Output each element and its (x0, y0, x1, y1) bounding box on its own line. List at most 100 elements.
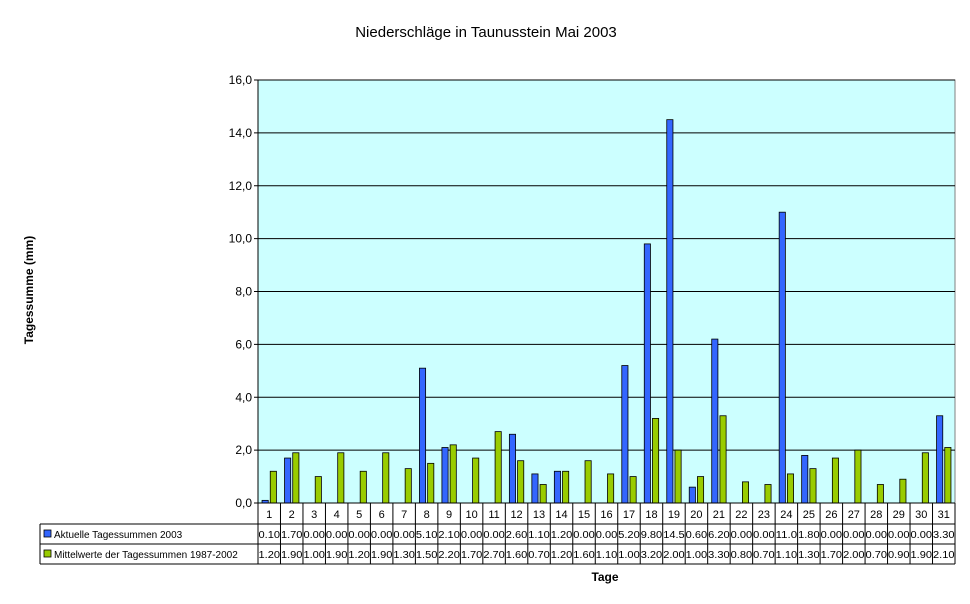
bar-aktuell-2003 (441, 447, 449, 504)
bar-aktuell-2003 (936, 415, 944, 504)
y-tick-label: 10,0 (229, 232, 253, 246)
bar-mittelwert-1987-2002 (809, 468, 817, 504)
x-tick-label: 27 (848, 509, 860, 521)
data-label: 5.20 (618, 530, 640, 541)
x-tick-label: 24 (780, 509, 792, 521)
bar-aktuell-2003 (621, 365, 629, 504)
x-tick-label: 8 (424, 509, 430, 521)
data-label: 2.20 (438, 550, 460, 561)
bar-aktuell-2003 (801, 455, 809, 504)
x-tick-label: 29 (893, 509, 905, 521)
x-tick-label: 9 (446, 509, 452, 521)
bar-mittelwert-1987-2002 (472, 457, 480, 504)
bar-mittelwert-1987-2002 (382, 452, 390, 504)
bar-aktuell-2003 (531, 473, 539, 504)
x-tick-label: 19 (668, 509, 680, 521)
chart-title: Niederschläge in Taunusstein Mai 2003 (355, 24, 617, 41)
data-label: 1.20 (551, 550, 573, 561)
bar-mittelwert-1987-2002 (899, 478, 907, 504)
bar-mittelwert-1987-2002 (539, 484, 547, 504)
x-tick-label: 15 (578, 509, 590, 521)
bar-mittelwert-1987-2002 (292, 452, 300, 504)
data-label: 1.90 (281, 550, 303, 561)
data-label: 0.70 (866, 550, 888, 561)
x-tick-label: 30 (915, 509, 927, 521)
data-label: 2.60 (506, 530, 528, 541)
x-tick-label: 5 (356, 509, 362, 521)
y-tick-label: 12,0 (229, 179, 253, 193)
data-label: 1.10 (776, 550, 798, 561)
x-tick-label: 6 (379, 509, 385, 521)
data-label: 0.00 (461, 530, 483, 541)
bar-mittelwert-1987-2002 (269, 470, 277, 504)
bar-mittelwert-1987-2002 (719, 415, 727, 504)
bar-aktuell-2003 (508, 433, 516, 504)
data-label: 1.60 (573, 550, 595, 561)
bar-mittelwert-1987-2002 (764, 484, 772, 504)
y-tick-label: 4,0 (235, 390, 252, 404)
data-label: 0.00 (843, 530, 865, 541)
x-tick-label: 21 (713, 509, 725, 521)
legend-swatch (43, 549, 52, 558)
data-label: 0.00 (483, 530, 505, 541)
data-label: 1.90 (326, 550, 348, 561)
data-label: 0.00 (393, 530, 415, 541)
data-label: 0.80 (731, 550, 753, 561)
x-tick-label: 7 (401, 509, 407, 521)
bar-aktuell-2003 (284, 457, 292, 504)
bar-mittelwert-1987-2002 (359, 470, 367, 504)
bar-mittelwert-1987-2002 (876, 484, 884, 504)
data-label: 1.20 (551, 530, 573, 541)
x-axis-label: Tage (591, 570, 618, 584)
x-tick-label: 25 (803, 509, 815, 521)
data-label: 0.00 (753, 530, 775, 541)
data-label: 0.00 (348, 530, 370, 541)
x-tick-label: 28 (870, 509, 882, 521)
data-label: 0.70 (753, 550, 775, 561)
data-label: 2.10 (438, 530, 460, 541)
data-label: 11.0 (776, 530, 798, 541)
y-tick-label: 2,0 (235, 443, 252, 457)
x-tick-label: 12 (510, 509, 522, 521)
data-label: 3.30 (933, 530, 955, 541)
x-tick-label: 2 (289, 509, 295, 521)
bar-mittelwert-1987-2002 (629, 476, 637, 504)
data-label: 0.00 (888, 530, 910, 541)
bar-mittelwert-1987-2002 (427, 462, 435, 504)
data-label: 5.10 (416, 530, 438, 541)
data-label: 1.30 (798, 550, 820, 561)
data-label: 0.00 (911, 530, 933, 541)
data-label: 1.20 (259, 550, 281, 561)
data-label: 0.00 (596, 530, 618, 541)
bar-mittelwert-1987-2002 (449, 444, 457, 504)
bar-mittelwert-1987-2002 (404, 468, 412, 504)
y-tick-label: 16,0 (229, 73, 253, 87)
bar-aktuell-2003 (711, 338, 719, 504)
x-tick-label: 4 (334, 509, 340, 521)
data-label: 1.70 (821, 550, 843, 561)
data-label: 6.20 (708, 530, 730, 541)
x-tick-label: 18 (645, 509, 657, 521)
bar-mittelwert-1987-2002 (697, 476, 705, 504)
bar-mittelwert-1987-2002 (674, 449, 682, 504)
bar-mittelwert-1987-2002 (337, 452, 345, 504)
data-label: 0.00 (731, 530, 753, 541)
x-tick-label: 22 (735, 509, 747, 521)
data-label: 1.70 (281, 530, 303, 541)
data-label: 2.10 (933, 550, 955, 561)
data-label: 1.90 (911, 550, 933, 561)
x-tick-label: 11 (488, 509, 499, 521)
bar-mittelwert-1987-2002 (854, 449, 862, 504)
data-label: 1.70 (461, 550, 483, 561)
data-label: 0.00 (866, 530, 888, 541)
bar-mittelwert-1987-2002 (517, 460, 525, 504)
bar-mittelwert-1987-2002 (562, 470, 570, 504)
x-tick-label: 17 (623, 509, 635, 521)
y-tick-label: 0,0 (235, 496, 252, 510)
data-label: 0.10 (259, 530, 281, 541)
x-tick-label: 31 (938, 509, 950, 521)
data-label: 1.00 (618, 550, 640, 561)
data-label: 0.60 (686, 530, 708, 541)
data-label: 0.00 (303, 530, 325, 541)
